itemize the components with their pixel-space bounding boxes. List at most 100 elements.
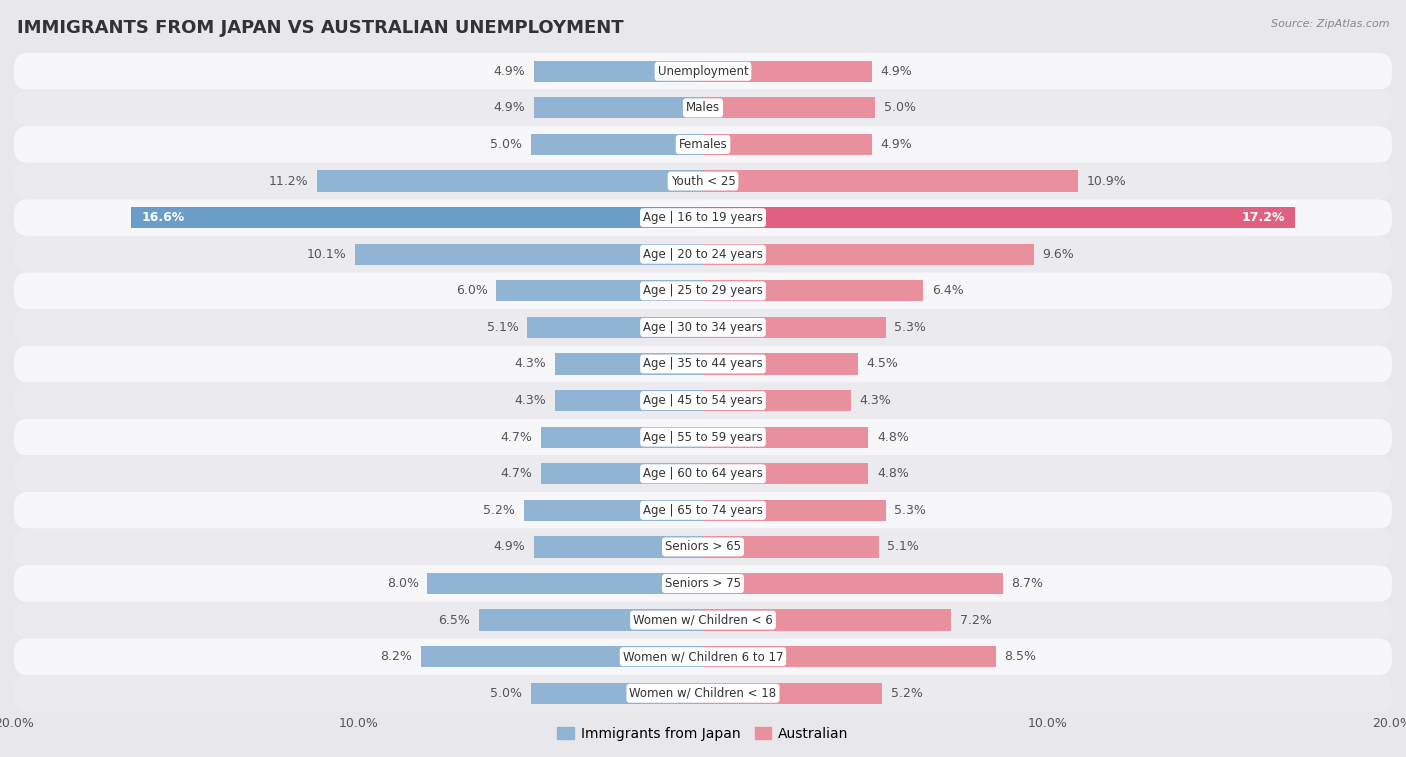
- Text: Age | 30 to 34 years: Age | 30 to 34 years: [643, 321, 763, 334]
- FancyBboxPatch shape: [14, 456, 1392, 492]
- Bar: [427, 573, 703, 594]
- Text: Women w/ Children < 6: Women w/ Children < 6: [633, 614, 773, 627]
- Bar: [531, 134, 703, 155]
- FancyBboxPatch shape: [14, 236, 1392, 273]
- Text: 4.3%: 4.3%: [515, 357, 547, 370]
- Text: Unemployment: Unemployment: [658, 65, 748, 78]
- FancyBboxPatch shape: [14, 126, 1392, 163]
- Bar: [356, 244, 703, 265]
- Text: 6.5%: 6.5%: [439, 614, 471, 627]
- Text: IMMIGRANTS FROM JAPAN VS AUSTRALIAN UNEMPLOYMENT: IMMIGRANTS FROM JAPAN VS AUSTRALIAN UNEM…: [17, 19, 623, 37]
- Bar: [534, 61, 703, 82]
- FancyBboxPatch shape: [14, 163, 1392, 199]
- Bar: [496, 280, 703, 301]
- Text: 6.0%: 6.0%: [456, 285, 488, 298]
- Text: Age | 20 to 24 years: Age | 20 to 24 years: [643, 248, 763, 260]
- Text: Age | 60 to 64 years: Age | 60 to 64 years: [643, 467, 763, 480]
- Text: Age | 16 to 19 years: Age | 16 to 19 years: [643, 211, 763, 224]
- Text: 5.1%: 5.1%: [887, 540, 920, 553]
- Bar: [420, 646, 703, 668]
- Bar: [531, 683, 703, 704]
- Bar: [703, 463, 869, 484]
- Text: Seniors > 75: Seniors > 75: [665, 577, 741, 590]
- Text: 6.4%: 6.4%: [932, 285, 965, 298]
- Text: 4.7%: 4.7%: [501, 467, 533, 480]
- Text: 4.3%: 4.3%: [515, 394, 547, 407]
- Text: 5.0%: 5.0%: [491, 687, 522, 699]
- Text: 5.3%: 5.3%: [894, 321, 927, 334]
- FancyBboxPatch shape: [14, 382, 1392, 419]
- Text: 8.2%: 8.2%: [380, 650, 412, 663]
- FancyBboxPatch shape: [14, 675, 1392, 712]
- Bar: [131, 207, 703, 229]
- Bar: [703, 134, 872, 155]
- Bar: [541, 463, 703, 484]
- Text: 4.9%: 4.9%: [880, 65, 912, 78]
- Text: 7.2%: 7.2%: [960, 614, 991, 627]
- Bar: [703, 500, 886, 521]
- FancyBboxPatch shape: [14, 309, 1392, 346]
- Bar: [703, 390, 851, 411]
- Text: Age | 35 to 44 years: Age | 35 to 44 years: [643, 357, 763, 370]
- Bar: [703, 61, 872, 82]
- Text: Seniors > 65: Seniors > 65: [665, 540, 741, 553]
- Bar: [534, 97, 703, 119]
- FancyBboxPatch shape: [14, 346, 1392, 382]
- Bar: [703, 316, 886, 338]
- Text: 16.6%: 16.6%: [142, 211, 184, 224]
- Text: 4.3%: 4.3%: [859, 394, 891, 407]
- Text: 5.2%: 5.2%: [484, 504, 515, 517]
- Text: Women w/ Children < 18: Women w/ Children < 18: [630, 687, 776, 699]
- Bar: [703, 170, 1078, 192]
- Bar: [534, 536, 703, 558]
- Text: 4.8%: 4.8%: [877, 431, 908, 444]
- Bar: [555, 354, 703, 375]
- Bar: [703, 280, 924, 301]
- FancyBboxPatch shape: [14, 199, 1392, 236]
- Text: Youth < 25: Youth < 25: [671, 175, 735, 188]
- Bar: [703, 646, 995, 668]
- Bar: [703, 573, 1002, 594]
- Bar: [703, 207, 1295, 229]
- Text: 10.1%: 10.1%: [307, 248, 346, 260]
- Bar: [703, 683, 882, 704]
- Text: Males: Males: [686, 101, 720, 114]
- Text: 8.5%: 8.5%: [1004, 650, 1036, 663]
- FancyBboxPatch shape: [14, 53, 1392, 89]
- Text: Females: Females: [679, 138, 727, 151]
- FancyBboxPatch shape: [14, 528, 1392, 565]
- Text: 8.7%: 8.7%: [1011, 577, 1043, 590]
- Bar: [527, 316, 703, 338]
- FancyBboxPatch shape: [14, 419, 1392, 456]
- Bar: [555, 390, 703, 411]
- Text: Women w/ Children 6 to 17: Women w/ Children 6 to 17: [623, 650, 783, 663]
- Bar: [703, 354, 858, 375]
- Legend: Immigrants from Japan, Australian: Immigrants from Japan, Australian: [557, 727, 849, 741]
- Bar: [703, 97, 875, 119]
- Text: 11.2%: 11.2%: [269, 175, 308, 188]
- FancyBboxPatch shape: [14, 602, 1392, 638]
- FancyBboxPatch shape: [14, 492, 1392, 528]
- Text: Age | 45 to 54 years: Age | 45 to 54 years: [643, 394, 763, 407]
- Text: Age | 55 to 59 years: Age | 55 to 59 years: [643, 431, 763, 444]
- Bar: [479, 609, 703, 631]
- Bar: [318, 170, 703, 192]
- Text: 5.1%: 5.1%: [486, 321, 519, 334]
- Text: 8.0%: 8.0%: [387, 577, 419, 590]
- Text: Age | 65 to 74 years: Age | 65 to 74 years: [643, 504, 763, 517]
- Text: 4.5%: 4.5%: [866, 357, 898, 370]
- Bar: [703, 426, 869, 448]
- Text: 10.9%: 10.9%: [1087, 175, 1126, 188]
- Text: 5.2%: 5.2%: [891, 687, 922, 699]
- Bar: [703, 536, 879, 558]
- Text: 5.0%: 5.0%: [491, 138, 522, 151]
- FancyBboxPatch shape: [14, 638, 1392, 675]
- Bar: [703, 609, 950, 631]
- Text: 4.9%: 4.9%: [494, 540, 526, 553]
- Bar: [541, 426, 703, 448]
- Text: 4.9%: 4.9%: [494, 101, 526, 114]
- FancyBboxPatch shape: [14, 273, 1392, 309]
- Bar: [703, 244, 1033, 265]
- Text: Age | 25 to 29 years: Age | 25 to 29 years: [643, 285, 763, 298]
- Text: 4.8%: 4.8%: [877, 467, 908, 480]
